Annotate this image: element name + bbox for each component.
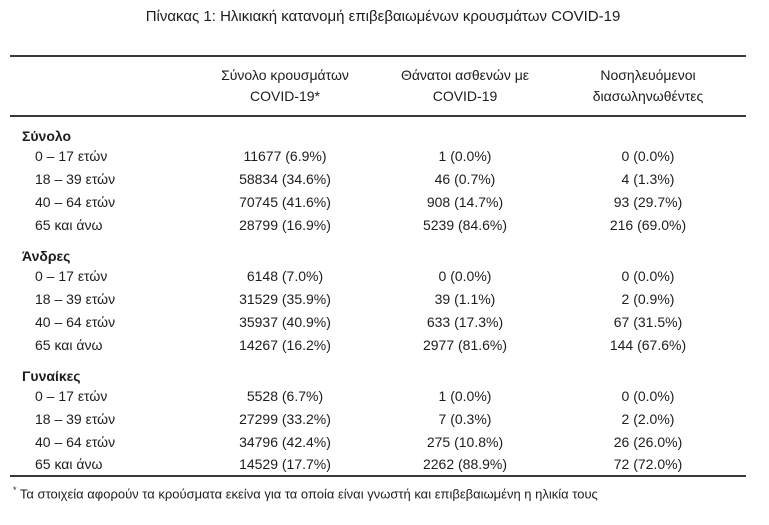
age-group-label: 65 και άνω [35, 456, 103, 472]
column-header-cases: Σύνολο κρουσμάτων COVID-19* [190, 56, 380, 117]
intubated-value: 93 (29.7%) [613, 193, 683, 210]
intubated-value: 144 (67.6%) [609, 336, 687, 353]
intubated-value: 0 (0.0%) [621, 387, 675, 404]
table-row: 0 – 17 ετών 6148 (7.0%) 0 (0.0%) 0 (0.0%… [10, 264, 746, 287]
table-footnote: * Τα στοιχεία αφορούν τα κρούσματα εκείν… [10, 482, 756, 502]
age-group-label: 65 και άνω [35, 336, 103, 353]
table-row: 18 – 39 ετών 31529 (35.9%) 39 (1.1%) 2 (… [10, 287, 746, 310]
age-group-label: 18 – 39 ετών [35, 290, 116, 307]
deaths-value: 908 (14.7%) [426, 193, 504, 210]
age-group-label: 18 – 39 ετών [35, 170, 116, 187]
table-body: Σύνολο 0 – 17 ετών 11677 (6.9%) 1 (0.0%)… [10, 116, 746, 476]
table-row: 40 – 64 ετών 34796 (42.4%) 275 (10.8%) 2… [10, 430, 746, 453]
section-header-row-men: Άνδρες [10, 236, 746, 264]
intubated-value: 0 (0.0%) [621, 147, 675, 164]
cases-value: 14267 (16.2%) [239, 336, 331, 353]
age-group-label: 18 – 39 ετών [35, 410, 116, 427]
section-header-row-women: Γυναίκες [10, 356, 746, 384]
deaths-value: 7 (0.3%) [438, 410, 492, 427]
age-group-label: 0 – 17 ετών [35, 267, 108, 284]
table-row: 0 – 17 ετών 11677 (6.9%) 1 (0.0%) 0 (0.0… [10, 144, 746, 167]
cases-value: 27299 (33.2%) [239, 410, 331, 427]
cases-value: 34796 (42.4%) [239, 433, 331, 450]
intubated-value: 72 (72.0%) [613, 456, 683, 472]
age-group-label: 0 – 17 ετών [35, 387, 108, 404]
covid-age-distribution-table: Σύνολο κρουσμάτων COVID-19* Θάνατοι ασθε… [10, 55, 746, 477]
cases-value: 6148 (7.0%) [246, 267, 324, 284]
intubated-value: 67 (31.5%) [613, 313, 683, 330]
intubated-value: 2 (2.0%) [621, 410, 675, 427]
cases-value: 14529 (17.7%) [239, 456, 331, 472]
age-group-label: 40 – 64 ετών [35, 313, 116, 330]
intubated-value: 2 (0.9%) [621, 290, 675, 307]
cases-value: 70745 (41.6%) [239, 193, 331, 210]
age-group-label: 40 – 64 ετών [35, 193, 116, 210]
deaths-value: 39 (1.1%) [434, 290, 496, 307]
deaths-value: 2262 (88.9%) [422, 456, 508, 472]
column-header-deaths-line1: Θάνατοι ασθενών με [400, 67, 530, 83]
column-header-intubated: Νοσηλευόμενοι διασωληνωθέντες [550, 56, 746, 117]
deaths-value: 633 (17.3%) [426, 313, 504, 330]
table-row: 0 – 17 ετών 5528 (6.7%) 1 (0.0%) 0 (0.0%… [10, 384, 746, 407]
age-group-label: 40 – 64 ετών [35, 433, 116, 450]
column-header-deaths-line2: COVID-19 [432, 88, 498, 104]
column-header-deaths: Θάνατοι ασθενών με COVID-19 [380, 56, 550, 117]
intubated-value: 4 (1.3%) [621, 170, 675, 187]
deaths-value: 0 (0.0%) [438, 267, 492, 284]
section-header-total: Σύνολο [22, 128, 72, 144]
section-header-men: Άνδρες [22, 248, 71, 264]
column-header-cases-line1: Σύνολο κρουσμάτων [221, 67, 349, 83]
cases-value: 58834 (34.6%) [239, 170, 331, 187]
table-row: 18 – 39 ετών 27299 (33.2%) 7 (0.3%) 2 (2… [10, 407, 746, 430]
cases-value: 35937 (40.9%) [239, 313, 331, 330]
intubated-value: 26 (26.0%) [613, 433, 683, 450]
table-title: Πίνακας 1: Ηλικιακή κατανομή επιβεβαιωμέ… [145, 8, 621, 25]
column-header-intubated-line2: διασωληνωθέντες [592, 88, 704, 104]
age-group-label: 0 – 17 ετών [35, 147, 108, 164]
table-header: Σύνολο κρουσμάτων COVID-19* Θάνατοι ασθε… [10, 56, 746, 117]
table-row: 18 – 39 ετών 58834 (34.6%) 46 (0.7%) 4 (… [10, 167, 746, 190]
table-row: 40 – 64 ετών 70745 (41.6%) 908 (14.7%) 9… [10, 190, 746, 213]
footnote-asterisk: * [13, 485, 17, 495]
table-row: 65 και άνω 14267 (16.2%) 2977 (81.6%) 14… [10, 333, 746, 356]
cases-value: 5528 (6.7%) [246, 387, 324, 404]
section-header-row-total: Σύνολο [10, 116, 746, 144]
deaths-value: 1 (0.0%) [438, 387, 492, 404]
deaths-value: 1 (0.0%) [438, 147, 492, 164]
deaths-value: 46 (0.7%) [434, 170, 496, 187]
section-header-women: Γυναίκες [22, 368, 81, 384]
header-row: Σύνολο κρουσμάτων COVID-19* Θάνατοι ασθε… [10, 56, 746, 117]
cases-value: 31529 (35.9%) [239, 290, 331, 307]
table-row: 40 – 64 ετών 35937 (40.9%) 633 (17.3%) 6… [10, 310, 746, 333]
intubated-value: 0 (0.0%) [621, 267, 675, 284]
corner-cell [10, 56, 190, 117]
table-row: 65 και άνω 14529 (17.7%) 2262 (88.9%) 72… [10, 453, 746, 476]
deaths-value: 5239 (84.6%) [422, 216, 508, 233]
footnote-text: Τα στοιχεία αφορούν τα κρούσματα εκείνα … [19, 486, 598, 502]
intubated-value: 216 (69.0%) [609, 216, 687, 233]
deaths-value: 2977 (81.6%) [422, 336, 508, 353]
column-header-intubated-line1: Νοσηλευόμενοι [600, 67, 696, 83]
age-group-label: 65 και άνω [35, 216, 103, 233]
table-row: 65 και άνω 28799 (16.9%) 5239 (84.6%) 21… [10, 213, 746, 236]
cases-value: 11677 (6.9%) [243, 147, 327, 164]
column-header-cases-line2: COVID-19* [249, 88, 321, 104]
cases-value: 28799 (16.9%) [239, 216, 331, 233]
deaths-value: 275 (10.8%) [426, 433, 504, 450]
